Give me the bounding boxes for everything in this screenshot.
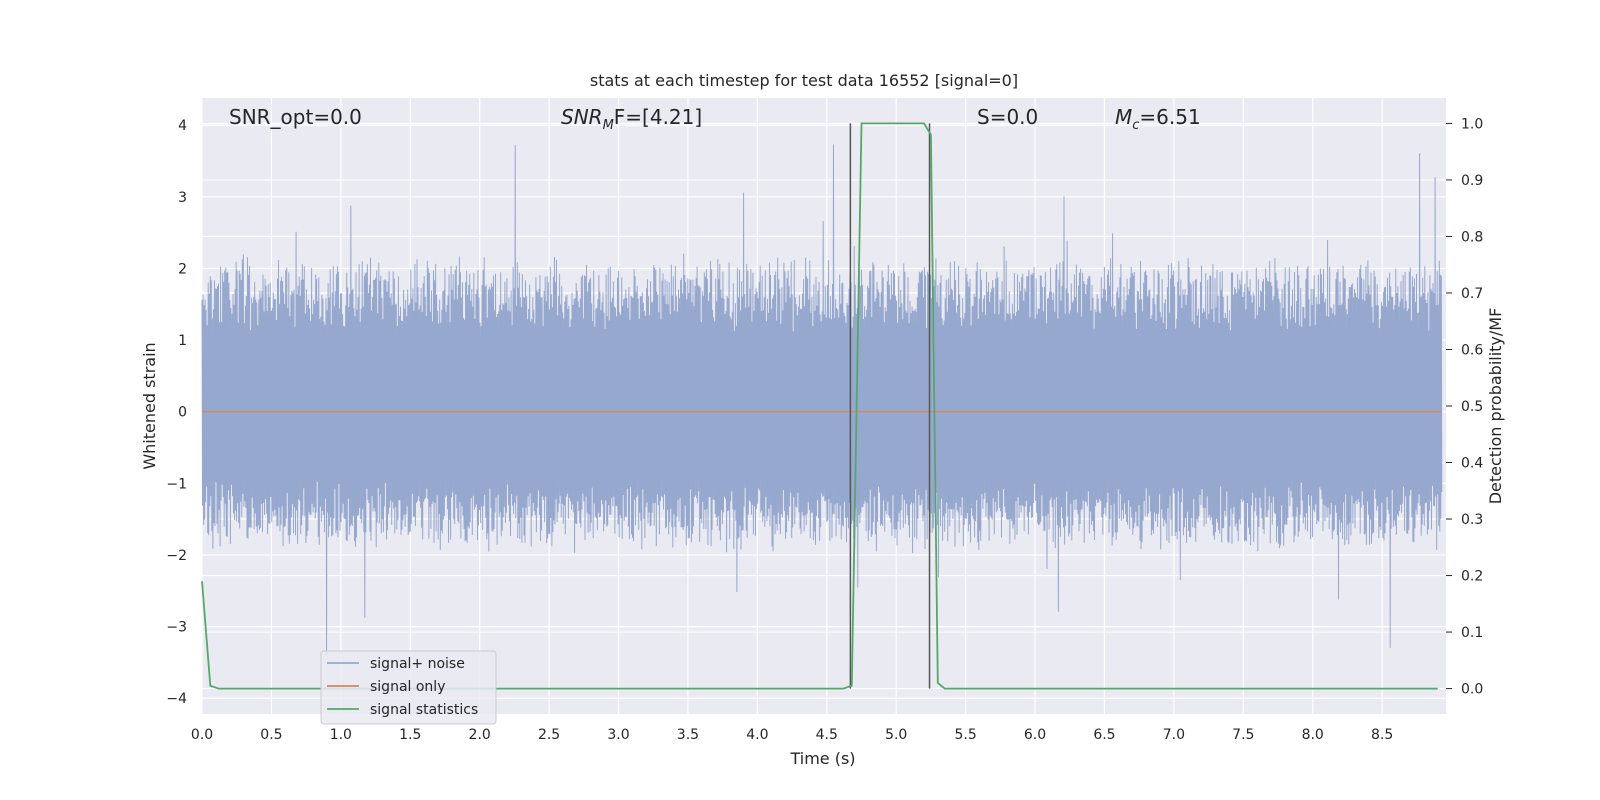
y-tick-label-2: −2 xyxy=(166,548,187,564)
legend-label-signal-noise: signal+ noise xyxy=(370,656,465,672)
y-right-tick-label-2: 0.2 xyxy=(1461,569,1483,585)
y-tick-label-6: 2 xyxy=(178,261,187,277)
signal-statistics-line xyxy=(201,122,1438,690)
x-tick-label-16: 8.0 xyxy=(1302,727,1324,743)
annotation-s-value: S=0.0 xyxy=(977,105,1038,129)
x-tick-label-13: 6.5 xyxy=(1093,727,1115,743)
x-tick-label-12: 6.0 xyxy=(1024,727,1046,743)
x-tick-label-1: 0.5 xyxy=(260,727,282,743)
y-right-tick-label-1: 0.1 xyxy=(1461,625,1483,641)
x-tick-label-9: 4.5 xyxy=(816,727,838,743)
x-tick-label-14: 7.0 xyxy=(1163,727,1185,743)
x-tick-label-3: 1.5 xyxy=(399,727,421,743)
annotation-snr-opt: SNR_opt=0.0 xyxy=(229,105,362,129)
y-right-tick-label-6: 0.6 xyxy=(1461,342,1483,358)
chart-title: stats at each timestep for test data 165… xyxy=(590,71,1018,90)
x-tick-label-0: 0.0 xyxy=(191,727,213,743)
annotation-mc-value: Mc=6.51 xyxy=(1115,105,1201,133)
x-tick-label-10: 5.0 xyxy=(885,727,907,743)
x-tick-label-15: 7.5 xyxy=(1232,727,1254,743)
x-tick-label-7: 3.5 xyxy=(677,727,699,743)
y-axis-right-ticks: 0.0 0.1 0.2 0.3 0.4 0.5 0.6 0.7 0.8 0.9 1.0 xyxy=(1446,116,1483,698)
y-right-tick-label-9: 0.9 xyxy=(1461,173,1483,189)
series-signal-statistics xyxy=(201,122,1438,690)
y-tick-label-1: −3 xyxy=(166,620,187,636)
y-axis-label: Whitened strain xyxy=(140,342,159,469)
y-axis-right-label: Detection probability/MF xyxy=(1486,308,1505,505)
x-tick-label-8: 4.0 xyxy=(746,727,768,743)
y-right-tick-label-0: 0.0 xyxy=(1461,682,1483,698)
signal-noise-line xyxy=(201,144,1443,657)
x-axis-ticks: 0.0 0.5 1.0 1.5 2.0 2.5 3.0 3.5 4.0 4.5 5.0 5.5 6.0 6… xyxy=(191,727,1393,743)
y-right-tick-label-5: 0.5 xyxy=(1461,399,1483,415)
legend-label-signal-only: signal only xyxy=(370,679,445,695)
x-tick-label-11: 5.5 xyxy=(954,727,976,743)
x-tick-label-6: 3.0 xyxy=(607,727,629,743)
y-right-tick-label-10: 1.0 xyxy=(1461,116,1483,132)
x-tick-label-17: 8.5 xyxy=(1371,727,1393,743)
y-tick-label-8: 4 xyxy=(178,118,187,134)
y-tick-label-7: 3 xyxy=(178,190,187,206)
legend-box xyxy=(320,650,497,725)
y-right-tick-label-8: 0.8 xyxy=(1461,229,1483,245)
y-right-tick-label-7: 0.7 xyxy=(1461,286,1483,302)
y-tick-label-5: 1 xyxy=(178,333,187,349)
y-tick-label-3: −1 xyxy=(166,476,187,492)
series-signal-noise xyxy=(201,144,1443,657)
y-tick-label-4: 0 xyxy=(178,405,187,421)
y-tick-label-0: −4 xyxy=(166,691,187,707)
y-right-tick-label-3: 0.3 xyxy=(1461,512,1483,528)
annotations: SNR_opt=0.0 SNRMF=[4.21] S=0.0 Mc=6.51 xyxy=(229,105,1201,133)
x-tick-label-5: 2.5 xyxy=(538,727,560,743)
x-axis-label: Time (s) xyxy=(789,749,855,768)
annotation-snr-mf: SNRMF=[4.21] xyxy=(561,105,702,133)
legend: signal+ noise signal only signal statist… xyxy=(320,650,497,725)
y-axis-ticks: −4 −3 −2 −1 0 1 2 3 4 xyxy=(166,118,187,707)
vertical-markers xyxy=(849,123,931,689)
y-right-tick-label-4: 0.4 xyxy=(1461,456,1483,472)
x-tick-label-4: 2.0 xyxy=(469,727,491,743)
x-tick-label-2: 1.0 xyxy=(330,727,352,743)
legend-label-signal-statistics: signal statistics xyxy=(370,702,478,718)
